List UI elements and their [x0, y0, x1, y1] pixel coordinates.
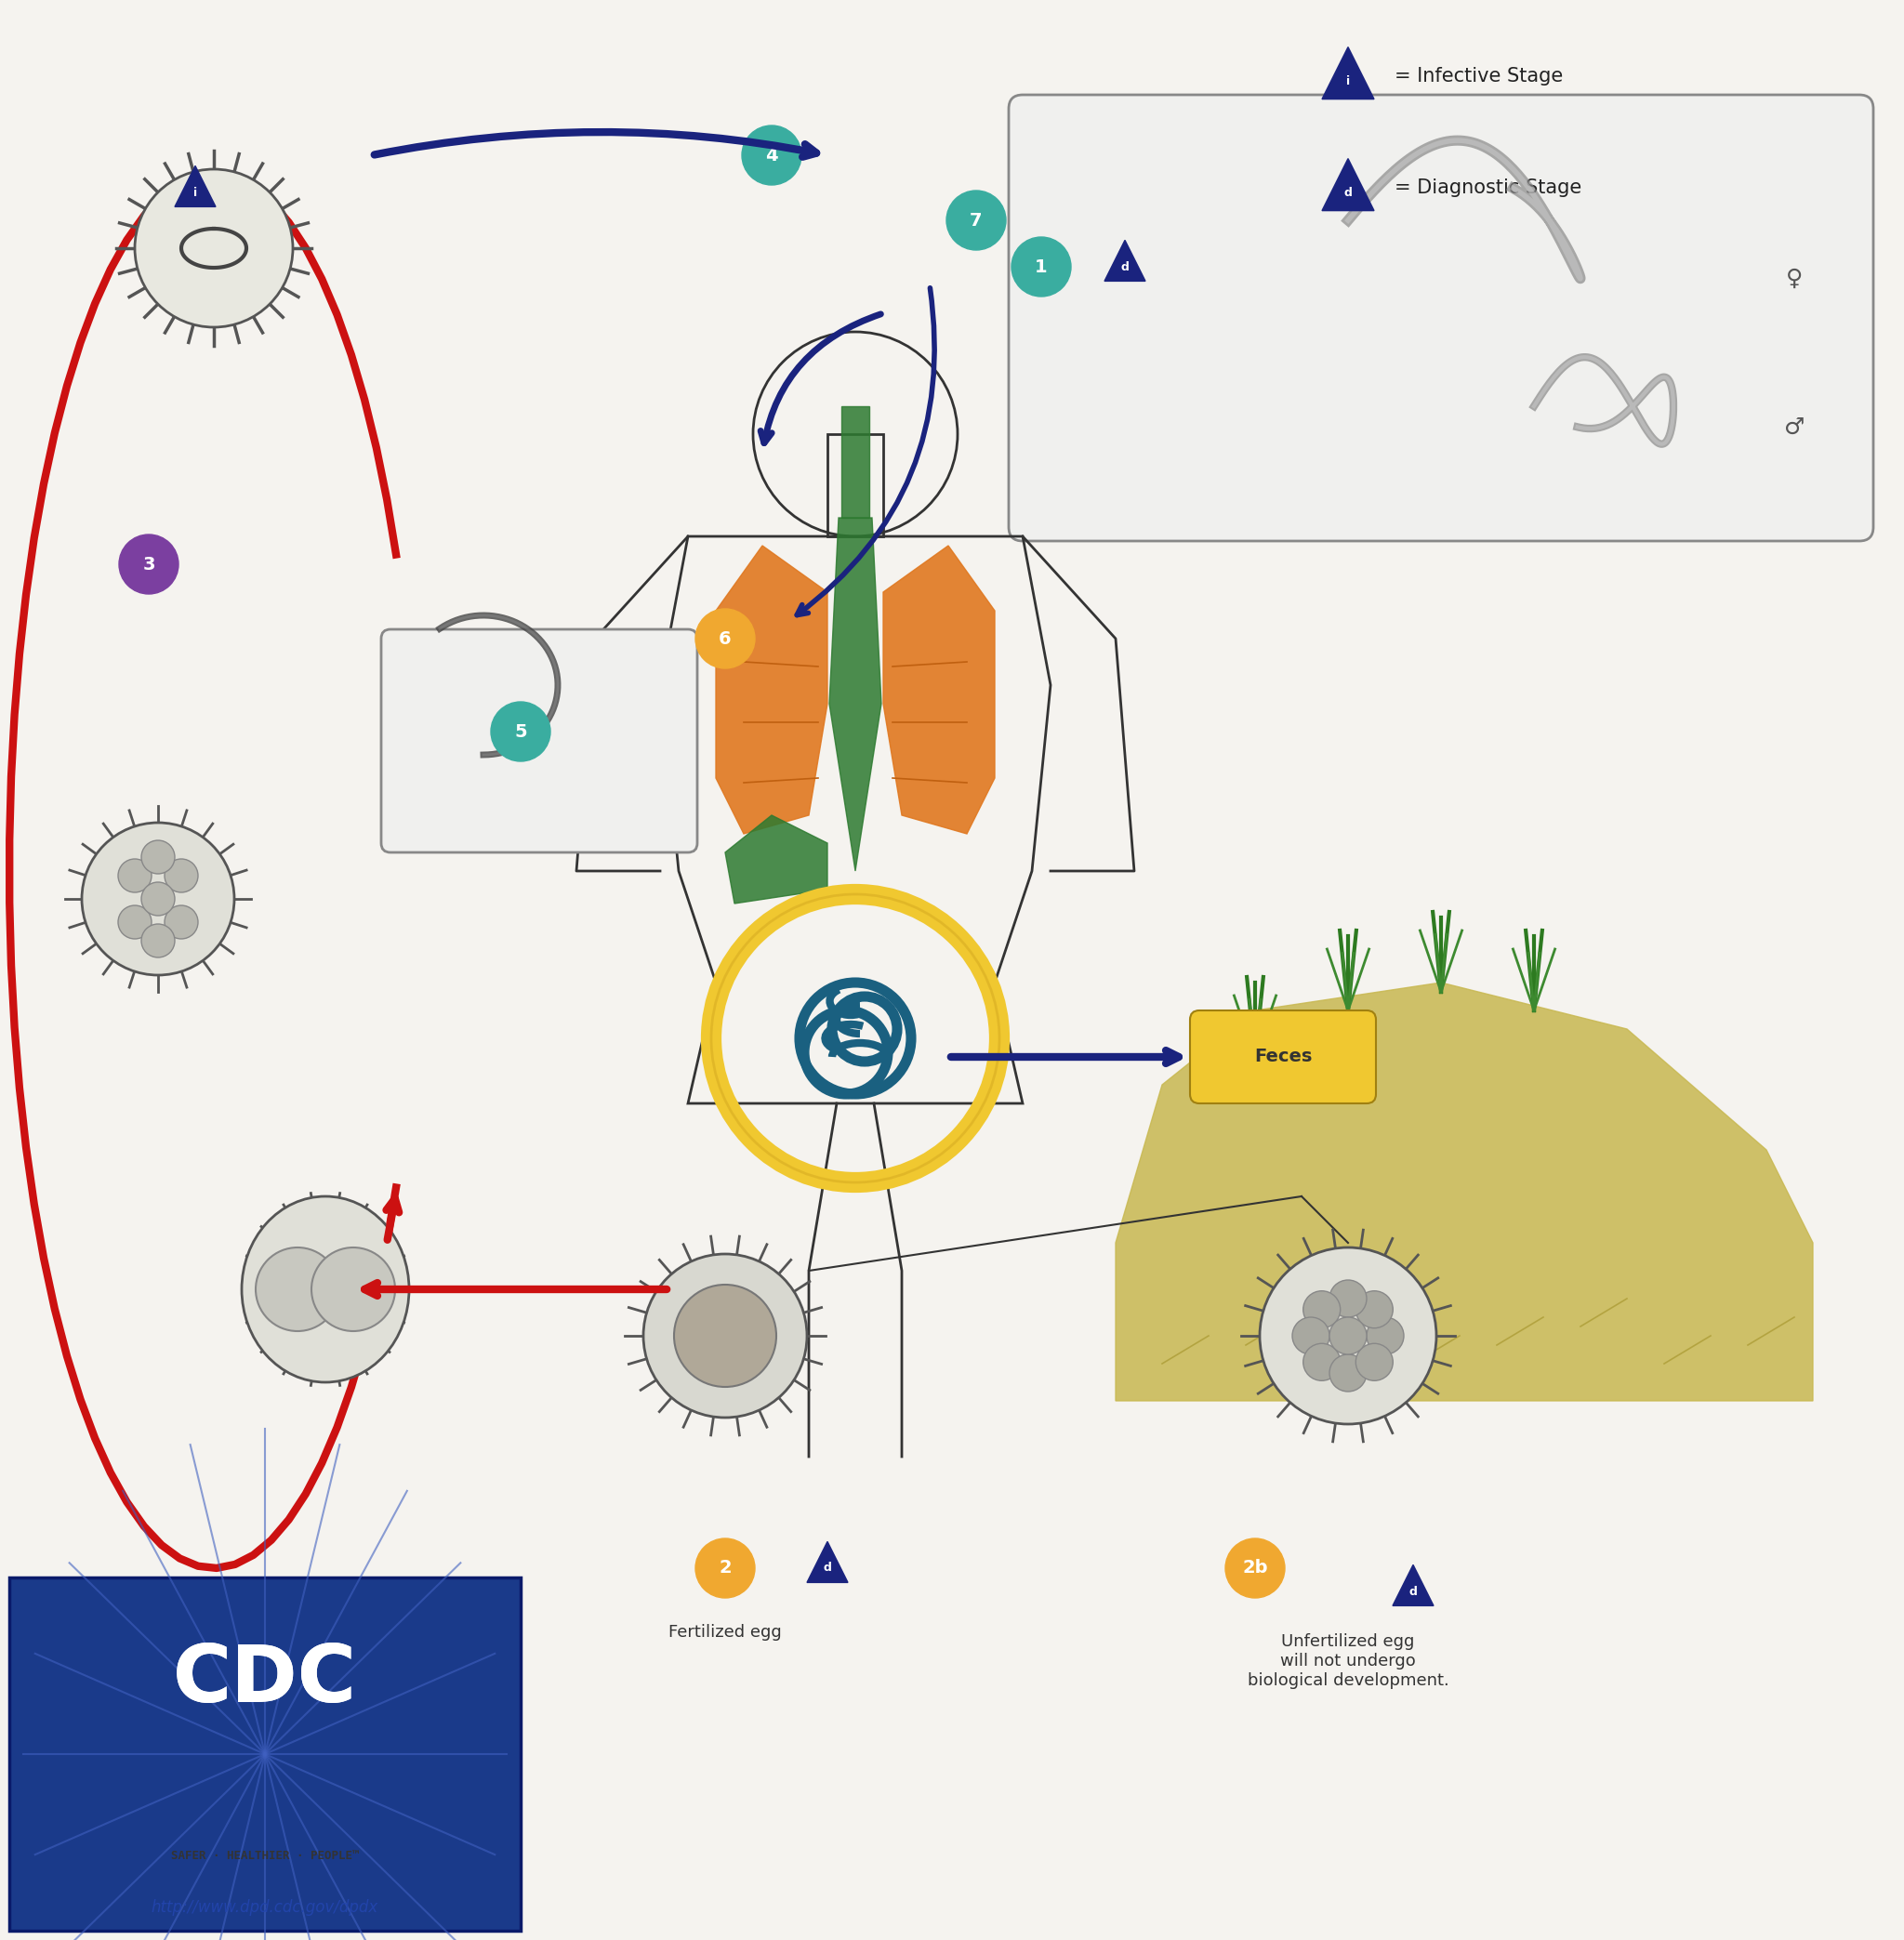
Circle shape: [1226, 1538, 1285, 1599]
Polygon shape: [175, 165, 215, 208]
Text: 6: 6: [720, 630, 731, 648]
Text: d: d: [1409, 1585, 1417, 1597]
Text: 5: 5: [514, 724, 527, 741]
Polygon shape: [883, 545, 994, 834]
Text: Fertilized egg: Fertilized egg: [668, 1624, 783, 1641]
Text: ♀: ♀: [1786, 268, 1803, 289]
Polygon shape: [842, 405, 870, 518]
Circle shape: [141, 923, 175, 958]
FancyBboxPatch shape: [1190, 1011, 1377, 1104]
Circle shape: [1260, 1247, 1436, 1424]
Circle shape: [164, 859, 198, 892]
Circle shape: [946, 190, 1005, 250]
Text: 4: 4: [765, 146, 779, 165]
Circle shape: [164, 906, 198, 939]
Circle shape: [644, 1253, 807, 1418]
Polygon shape: [725, 815, 828, 904]
Text: Unfertilized egg
will not undergo
biological development.: Unfertilized egg will not undergo biolog…: [1247, 1633, 1449, 1688]
Circle shape: [1302, 1344, 1340, 1381]
Circle shape: [1356, 1290, 1394, 1329]
Text: 7: 7: [969, 211, 982, 229]
Circle shape: [255, 1247, 339, 1331]
Polygon shape: [830, 518, 882, 871]
Ellipse shape: [242, 1197, 409, 1383]
Text: 1: 1: [1036, 258, 1047, 275]
Polygon shape: [1392, 1566, 1434, 1606]
Polygon shape: [1104, 241, 1146, 281]
Circle shape: [1011, 237, 1070, 297]
Text: http://www.dpd.cdc.gov/dpdx: http://www.dpd.cdc.gov/dpdx: [152, 1899, 379, 1917]
Circle shape: [1329, 1354, 1367, 1391]
Text: d: d: [1121, 260, 1129, 274]
Text: 3: 3: [143, 555, 154, 572]
Circle shape: [118, 535, 179, 594]
Circle shape: [1293, 1317, 1329, 1354]
Polygon shape: [716, 545, 828, 834]
Polygon shape: [807, 1542, 847, 1583]
Text: = Infective Stage: = Infective Stage: [1394, 66, 1563, 85]
Text: 2: 2: [720, 1560, 731, 1577]
Polygon shape: [1321, 159, 1375, 211]
Text: d: d: [823, 1562, 832, 1573]
Text: = Diagnostic Stage: = Diagnostic Stage: [1394, 178, 1582, 198]
Text: i: i: [194, 186, 198, 198]
Text: CDC: CDC: [173, 1641, 358, 1719]
Circle shape: [141, 883, 175, 916]
Circle shape: [743, 126, 802, 184]
Circle shape: [135, 169, 293, 328]
Circle shape: [695, 609, 754, 669]
Text: ♂: ♂: [1784, 417, 1805, 438]
Circle shape: [1356, 1344, 1394, 1381]
Text: SAFER · HEALTHIER · PEOPLE™: SAFER · HEALTHIER · PEOPLE™: [171, 1851, 360, 1862]
Circle shape: [118, 859, 152, 892]
Polygon shape: [1321, 47, 1375, 99]
Circle shape: [491, 702, 550, 760]
Circle shape: [674, 1284, 777, 1387]
Circle shape: [1302, 1290, 1340, 1329]
Circle shape: [695, 1538, 754, 1599]
Circle shape: [312, 1247, 396, 1331]
Text: Feces: Feces: [1255, 1048, 1312, 1065]
FancyBboxPatch shape: [381, 629, 697, 852]
Text: i: i: [1346, 76, 1350, 87]
FancyBboxPatch shape: [1009, 95, 1874, 541]
Circle shape: [1367, 1317, 1403, 1354]
Circle shape: [1329, 1317, 1367, 1354]
Text: 2b: 2b: [1241, 1560, 1268, 1577]
Circle shape: [118, 906, 152, 939]
Text: d: d: [1344, 186, 1352, 198]
Circle shape: [1329, 1280, 1367, 1317]
Text: CDC: CDC: [173, 1641, 358, 1719]
Circle shape: [82, 823, 234, 976]
Circle shape: [141, 840, 175, 873]
Polygon shape: [1116, 982, 1813, 1401]
FancyBboxPatch shape: [10, 1577, 520, 1930]
